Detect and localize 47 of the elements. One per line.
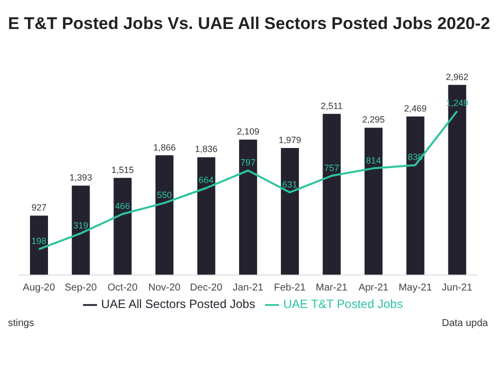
legend-label: UAE T&T Posted Jobs [283,297,403,312]
bar [448,84,466,276]
data-label: 927 [31,202,47,213]
data-label: 797 [240,158,256,168]
data-label: 198 [31,236,46,246]
data-label: 814 [366,155,381,166]
x-tick-label: Mar-21 [316,282,348,294]
data-label: 1,866 [153,142,176,152]
x-tick-label: Aug-20 [22,282,56,294]
x-tick-label: Nov-20 [148,282,181,294]
x-tick-label: Oct-20 [108,282,138,294]
bar [364,128,383,276]
x-tick-label: May-21 [398,282,432,294]
x-tick-label: Jan-21 [232,282,264,294]
bar [406,116,424,276]
x-tick-label: Dec-20 [190,282,223,294]
legend-label: UAE All Sectors Posted Jobs [101,297,256,312]
data-label: 2,109 [236,126,260,137]
data-label: 550 [156,190,172,200]
bar [197,157,216,276]
data-label: 319 [73,220,88,230]
data-label: 466 [115,200,130,211]
x-tick-label: Feb-21 [274,282,306,294]
x-tick-label: Jun-21 [442,282,473,294]
bar [114,178,132,276]
data-label: 1,836 [195,144,218,154]
bar [30,216,48,276]
data-label: 2,511 [320,100,343,111]
data-label: 1,979 [278,135,302,146]
text: stings [8,318,34,329]
x-tick-label: Sep-20 [64,282,98,294]
data-label: 2,295 [362,114,385,125]
bar [155,155,174,276]
bar [322,114,341,276]
data-label: 2,469 [404,104,427,114]
data-label: 757 [324,162,340,173]
data-label: 1,393 [70,172,92,183]
bar [280,148,299,276]
text: Data upda [442,318,488,329]
x-tick-label: Apr-21 [358,282,389,294]
data-label: 664 [198,174,214,185]
data-label: 631 [282,179,298,190]
bar [239,140,258,276]
data-label: 2,962 [446,72,468,82]
bar [72,186,90,276]
chart-title: E T&T Posted Jobs Vs. UAE All Sectors Posted Jobs 2020-2 [8,14,490,34]
data-label: 1,515 [111,164,134,175]
